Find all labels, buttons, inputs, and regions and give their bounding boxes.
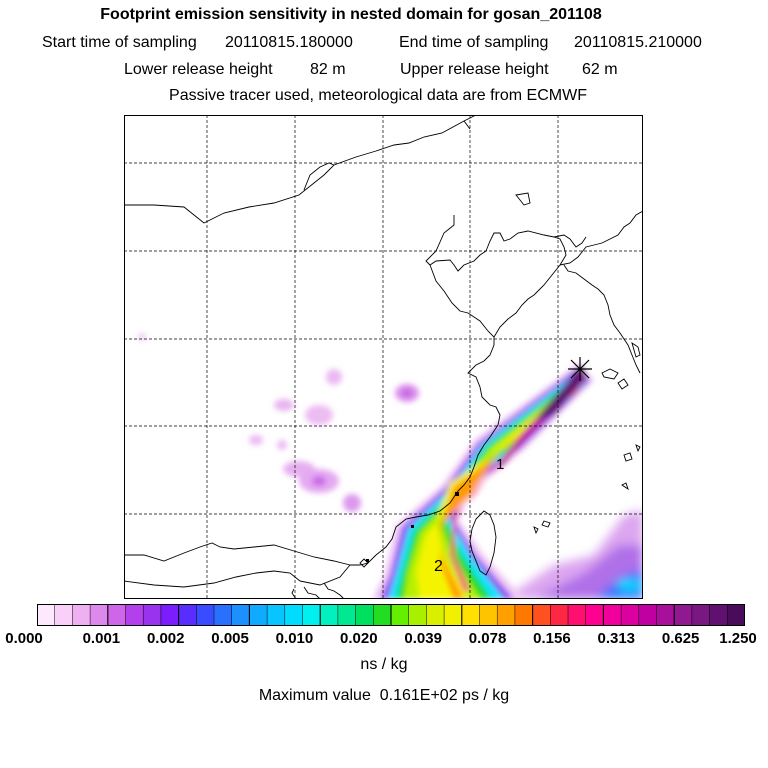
coastlines <box>124 115 643 599</box>
colorbar-swatch <box>674 604 692 626</box>
colorbar <box>37 604 745 626</box>
start-time-value: 20110815.180000 <box>225 34 353 52</box>
colorbar-units: ns / kg <box>0 656 768 674</box>
colorbar-swatch <box>497 604 515 626</box>
tracer-note: Passive tracer used, meteorological data… <box>0 87 762 105</box>
colorbar-swatch <box>710 604 728 626</box>
colorbar-swatch <box>692 604 710 626</box>
colorbar-swatch <box>249 604 267 626</box>
lower-height-label: Lower release height <box>124 61 273 79</box>
colorbar-swatch <box>72 604 90 626</box>
position-dot <box>455 492 459 496</box>
colorbar-tick-label: 0.313 <box>597 630 635 647</box>
colorbar-swatch <box>515 604 533 626</box>
maximum-value-label: Maximum value <box>259 687 371 704</box>
trajectory-label-1: 1 <box>496 456 504 473</box>
plot-title: Footprint emission sensitivity in nested… <box>0 6 735 24</box>
maximum-value: Maximum value 0.161E+02 ps / kg <box>0 687 768 705</box>
colorbar-swatch <box>338 604 356 626</box>
maximum-value-units: ps / kg <box>462 687 509 704</box>
colorbar-swatch <box>550 604 568 626</box>
colorbar-swatch <box>214 604 232 626</box>
colorbar-swatch <box>320 604 338 626</box>
colorbar-swatch <box>90 604 108 626</box>
colorbar-tick-label: 1.250 <box>719 630 757 647</box>
colorbar-swatch <box>356 604 374 626</box>
start-time-label: Start time of sampling <box>42 34 197 52</box>
southeast-sensitivity-patch <box>504 510 643 599</box>
colorbar-swatch <box>727 604 745 626</box>
upper-height-value: 62 m <box>582 61 618 79</box>
colorbar-swatch <box>373 604 391 626</box>
colorbar-swatch <box>108 604 126 626</box>
colorbar-swatch <box>232 604 250 626</box>
colorbar-tick-label: 0.002 <box>147 630 185 647</box>
colorbar-swatch <box>462 604 480 626</box>
colorbar-tick-label: 0.010 <box>276 630 314 647</box>
colorbar-swatch <box>285 604 303 626</box>
position-dot <box>411 525 414 528</box>
colorbar-swatch <box>533 604 551 626</box>
colorbar-swatch <box>55 604 73 626</box>
colorbar-swatch <box>391 604 409 626</box>
maximum-value-number: 0.161E+02 <box>380 687 458 704</box>
colorbar-swatch <box>303 604 321 626</box>
footprint-map: 1 2 <box>124 115 643 599</box>
colorbar-swatch <box>621 604 639 626</box>
colorbar-tick-label: 0.000 <box>5 630 43 647</box>
colorbar-swatch <box>409 604 427 626</box>
colorbar-swatch <box>639 604 657 626</box>
colorbar-tick-label: 0.078 <box>469 630 507 647</box>
colorbar-tick-label: 0.005 <box>211 630 249 647</box>
colorbar-swatch <box>426 604 444 626</box>
lower-height-value: 82 m <box>310 61 346 79</box>
end-time-label: End time of sampling <box>399 34 548 52</box>
colorbar-swatch <box>603 604 621 626</box>
colorbar-swatch <box>126 604 144 626</box>
colorbar-swatch <box>161 604 179 626</box>
colorbar-swatch <box>568 604 586 626</box>
receptor-marker <box>568 357 592 381</box>
colorbar-swatch <box>657 604 675 626</box>
end-time-value: 20110815.210000 <box>574 34 702 52</box>
position-dot <box>366 559 369 562</box>
colorbar-swatch <box>586 604 604 626</box>
colorbar-swatch <box>267 604 285 626</box>
trajectory-label-2: 2 <box>434 558 443 575</box>
colorbar-swatch <box>143 604 161 626</box>
colorbar-tick-label: 0.039 <box>404 630 442 647</box>
colorbar-tick-label: 0.625 <box>662 630 700 647</box>
colorbar-swatch <box>179 604 197 626</box>
upper-height-label: Upper release height <box>400 61 549 79</box>
colorbar-tick-label: 0.020 <box>340 630 378 647</box>
colorbar-swatch <box>444 604 462 626</box>
colorbar-swatch <box>37 604 55 626</box>
grid-lines <box>124 115 643 599</box>
colorbar-tick-label: 0.156 <box>533 630 571 647</box>
colorbar-tick-label: 0.001 <box>83 630 121 647</box>
colorbar-swatch <box>196 604 214 626</box>
colorbar-swatch <box>480 604 498 626</box>
sensitivity-patches <box>138 333 423 532</box>
